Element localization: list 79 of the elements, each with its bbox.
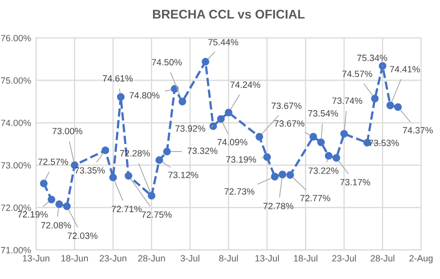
data-label: 74.57%: [342, 70, 372, 78]
x-tick-label: 13-Jun: [22, 255, 50, 262]
data-label: 73.19%: [226, 156, 256, 163]
x-tick-label: 23-Jul: [332, 254, 356, 262]
point: [155, 156, 164, 164]
data-label: 74.41%: [390, 66, 420, 72]
x-tick-label: 8-Jul: [219, 254, 238, 262]
x-tick-label: 28-Jul: [370, 254, 394, 262]
data-label: 74.24%: [230, 82, 260, 88]
x-tick-label: 3-Jul: [180, 254, 200, 262]
data-label: 73.67%: [274, 120, 304, 127]
y-tick-label: 71.00%: [1, 246, 31, 254]
data-label: 74.80%: [130, 92, 160, 99]
point: [340, 130, 348, 138]
data-label: 72.08%: [41, 222, 72, 228]
x-tick-label: 18-Jul: [294, 254, 318, 262]
point: [124, 172, 132, 180]
data-label: 72.77%: [300, 194, 330, 202]
point: [163, 148, 171, 156]
data-label: 72.75%: [142, 211, 172, 218]
point: [40, 180, 48, 188]
data-label: 75.44%: [208, 39, 238, 46]
data-label: 74.50%: [152, 59, 182, 66]
data-label: 73.12%: [168, 172, 198, 178]
point: [202, 58, 210, 66]
point: [48, 196, 56, 204]
y-tick-label: 73.00%: [1, 162, 31, 169]
x-tick-label: 18-Jun: [61, 255, 88, 262]
point: [286, 171, 294, 179]
y-tick-label: 75.00%: [1, 77, 31, 84]
point: [116, 93, 125, 101]
data-label: 74.37%: [402, 127, 433, 134]
x-tick-label: 28-Jun: [138, 255, 165, 262]
chart-title: BRECHA CCL vs OFICIAL: [153, 10, 305, 19]
point: [371, 94, 379, 102]
point: [270, 172, 279, 180]
point: [256, 132, 264, 141]
point: [178, 98, 186, 106]
data-label: 73.54%: [308, 110, 338, 117]
data-label: 73.22%: [308, 167, 338, 174]
point: [148, 192, 156, 200]
data-label: 72.73%: [224, 188, 254, 195]
x-tick-label: 23-Jun: [100, 255, 126, 262]
data-label: 73.17%: [340, 178, 370, 186]
data-label: 73.35%: [74, 167, 105, 174]
point: [394, 103, 402, 111]
data-label: 73.00%: [52, 128, 82, 134]
y-tick-label: 74.00%: [1, 120, 31, 126]
y-tick-label: 76.00%: [1, 34, 31, 42]
data-label: 72.71%: [112, 206, 142, 212]
data-label: 72.78%: [263, 202, 294, 210]
point: [278, 170, 286, 178]
point: [332, 154, 340, 162]
point: [317, 138, 325, 146]
y-tick-label: 72.00%: [1, 204, 31, 211]
x-tick-label: 13-Jul: [255, 254, 279, 262]
point: [55, 200, 63, 208]
point: [63, 202, 71, 210]
data-label: 73.74%: [332, 98, 362, 104]
data-label: 73.92%: [175, 125, 206, 132]
point: [324, 152, 332, 160]
point: [102, 146, 110, 154]
data-label: 73.67%: [272, 102, 302, 109]
x-tick-label: 2-Aug: [409, 255, 433, 264]
point: [309, 132, 318, 141]
point: [209, 122, 217, 130]
data-label: 74.61%: [102, 75, 133, 82]
data-label: 72.57%: [38, 158, 68, 165]
point: [378, 62, 386, 70]
point: [217, 115, 225, 123]
data-label: 72.19%: [18, 211, 48, 218]
data-label: 73.32%: [188, 148, 218, 154]
point: [263, 153, 271, 161]
point: [386, 102, 394, 110]
data-label: 75.34%: [357, 54, 388, 62]
data-label: 74.09%: [217, 138, 248, 146]
data-label: 72.03%: [68, 232, 98, 239]
point: [224, 108, 232, 116]
point: [109, 174, 117, 182]
